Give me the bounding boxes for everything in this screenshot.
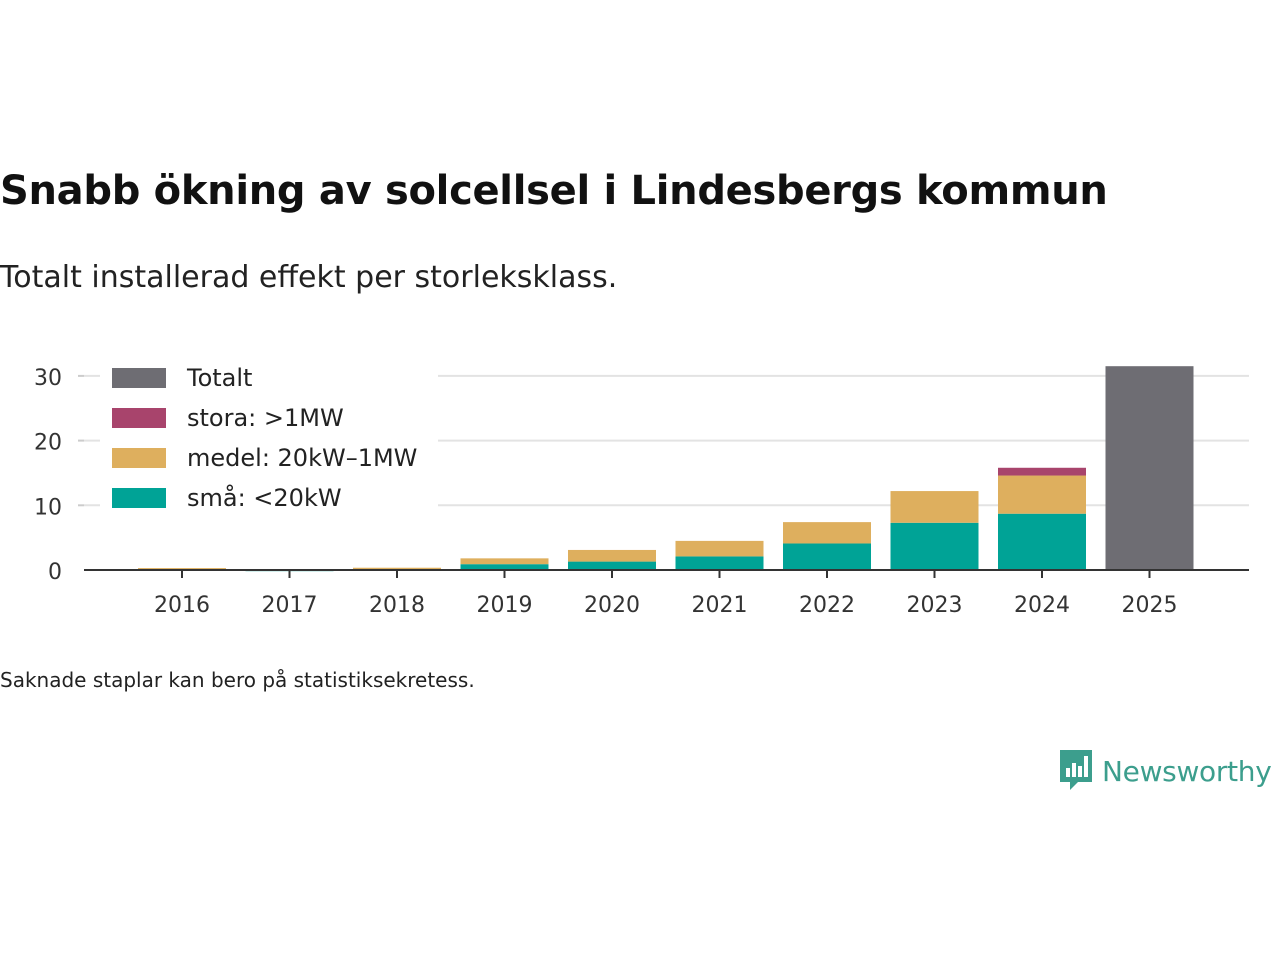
x-tick-label: 2021 <box>692 593 748 618</box>
bars <box>138 366 1194 572</box>
x-tick-label: 2019 <box>477 593 533 618</box>
bar-2021-series-0 <box>675 556 764 570</box>
footnote: Saknade staplar kan bero på statistiksek… <box>0 668 475 692</box>
stacked-bar-chart: 0 10 20 30 2016 2017 2018 2019 2020 2021 2022 2023… <box>34 362 1249 618</box>
bar-2021-series-1 <box>675 540 764 557</box>
bar-2023-series-1 <box>890 491 979 523</box>
bar-2019-series-0 <box>460 564 549 570</box>
newsworthy-logo-icon <box>1060 750 1092 790</box>
bar-2024-series-2 <box>998 467 1086 476</box>
legend-swatch-1 <box>112 448 166 468</box>
bar-2023-series-0 <box>890 522 979 570</box>
chart-subtitle: Totalt installerad effekt per storlekskl… <box>0 260 618 295</box>
legend: Totalt stora: >1MW medel: 20kW–1MW små: <20… <box>100 362 438 522</box>
y-axis-ticks: 0 10 20 30 <box>34 366 62 585</box>
bar-2022-series-1 <box>783 522 871 544</box>
bar-2025-series-3 <box>1105 366 1194 570</box>
newsworthy-logo: Newsworthy <box>1058 748 1272 794</box>
legend-swatch-0 <box>112 488 166 508</box>
x-tick-label: 2017 <box>262 593 318 618</box>
y-tick-label: 0 <box>48 560 62 585</box>
x-tick-label: 2024 <box>1014 593 1070 618</box>
x-tick-label: 2018 <box>369 593 425 618</box>
bar-2020-series-0 <box>568 561 656 570</box>
legend-swatch-3 <box>112 368 166 388</box>
bar-2024-series-1 <box>998 475 1086 514</box>
legend-label: medel: 20kW–1MW <box>187 444 417 472</box>
x-tick-label: 2023 <box>907 593 963 618</box>
newsworthy-logo-text: Newsworthy <box>1102 754 1272 788</box>
x-tick-label: 2025 <box>1122 593 1178 618</box>
legend-swatch-2 <box>112 408 166 428</box>
y-tick-label: 10 <box>34 495 62 520</box>
legend-label: stora: >1MW <box>187 404 344 432</box>
y-tick-label: 20 <box>34 431 62 456</box>
legend-label: Totalt <box>186 364 252 392</box>
chart-title: Snabb ökning av solcellsel i Lindesbergs… <box>0 168 1108 214</box>
x-tick-label: 2022 <box>799 593 855 618</box>
y-tick-label: 30 <box>34 366 62 391</box>
bar-2019-series-1 <box>460 558 549 565</box>
bar-2016-series-1 <box>138 568 226 570</box>
bar-2018-series-1 <box>353 567 441 570</box>
legend-label: små: <20kW <box>187 483 342 512</box>
x-tick-label: 2020 <box>584 593 640 618</box>
x-axis-ticks: 2016 2017 2018 2019 2020 2021 2022 2023 2024 2025 <box>154 570 1178 618</box>
x-tick-label: 2016 <box>154 593 210 618</box>
bar-2020-series-1 <box>568 549 656 562</box>
bar-2024-series-0 <box>998 513 1086 570</box>
bar-2022-series-0 <box>783 543 871 570</box>
